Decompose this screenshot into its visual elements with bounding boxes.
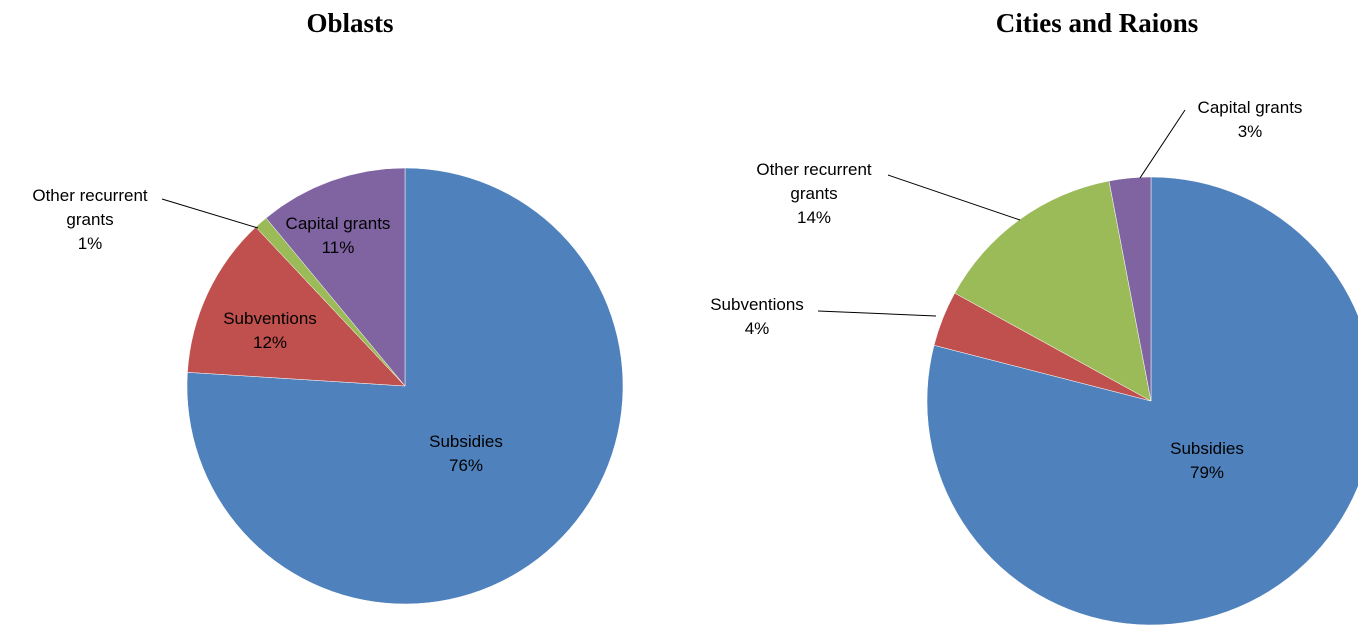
category-name: Other recurrent grants <box>756 160 872 203</box>
value-label: 79% <box>1189 463 1225 482</box>
value-label: 3% <box>1237 122 1263 141</box>
slice-label: Subsidies 76% <box>406 430 526 478</box>
value-label: 11% <box>321 238 355 257</box>
leader-line <box>887 174 1021 221</box>
category-name: Subventions <box>223 309 317 328</box>
value-label: 1% <box>77 234 103 253</box>
pie-slice <box>265 167 406 387</box>
pie-slice <box>926 176 1358 626</box>
slice-label: Subventions 12% <box>205 307 335 355</box>
slice-label: Subventions 4% <box>692 293 822 341</box>
category-name: Subventions <box>710 295 804 314</box>
pie-slice <box>1108 176 1152 402</box>
value-label: 14% <box>796 208 832 227</box>
value-label: 76% <box>448 456 484 475</box>
category-name: Subsidies <box>1170 439 1244 458</box>
pie-slice <box>187 226 406 387</box>
value-label: 12% <box>252 333 288 352</box>
leader-line <box>161 198 259 229</box>
slice-label: Capital grants 3% <box>1180 96 1320 144</box>
category-name: Other recurrent grants <box>32 186 148 229</box>
leader-line <box>1139 109 1186 179</box>
chart-title: Cities and Raions <box>995 8 1199 38</box>
slice-label: Capital grants 11% <box>268 212 408 260</box>
value-label: 4% <box>744 319 770 338</box>
chart-title: Oblasts <box>306 8 394 38</box>
slice-label: Subsidies 79% <box>1147 437 1267 485</box>
category-name: Capital grants <box>285 214 391 233</box>
category-name: Capital grants <box>1197 98 1303 117</box>
leader-line <box>817 310 937 317</box>
slice-label: Other recurrent grants 1% <box>15 184 165 256</box>
slice-label: Other recurrent grants 14% <box>739 158 889 230</box>
category-name: Subsidies <box>429 432 503 451</box>
